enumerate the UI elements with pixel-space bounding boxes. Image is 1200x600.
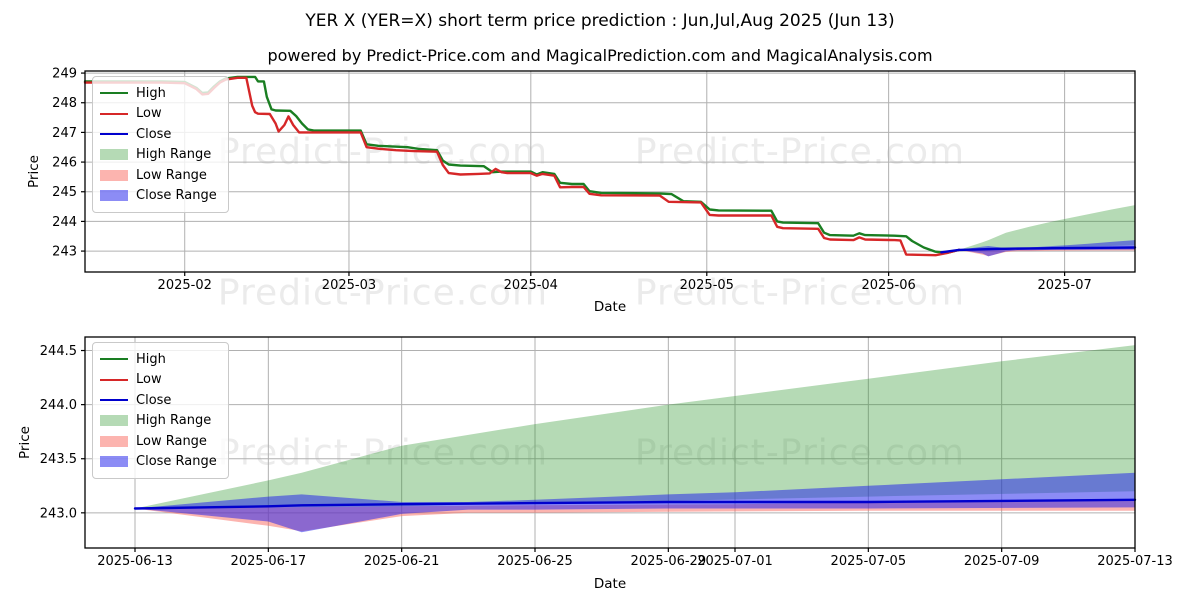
c1-x-tick-label: 2025-06-29 [631,554,707,569]
legend-patch-swatch [100,435,128,447]
legend-label: Close Range [136,188,217,204]
legend-label: Low [136,106,162,122]
legend-item-low-range: Low Range [100,431,221,452]
watermark-text: Predict-Price.com [634,131,966,173]
legend-patch-swatch [100,415,128,427]
watermark-text: Predict-Price.com [634,272,966,314]
legend-item-low: Low [100,370,221,391]
c0-y-tick-label: 249 [52,67,77,82]
c0-x-tick-label: 2025-06 [861,278,915,293]
legend-bottom-chart: High Low Close High Range Low Range Close Ran… [92,342,229,479]
legend-label: Close [136,392,172,408]
watermark-text: Predict-Price.com [217,272,549,314]
legend-label: Low Range [136,167,207,183]
c0-x-tick-label: 2025-02 [158,278,212,293]
c0-x-tick-label: 2025-04 [504,278,558,293]
legend-item-close: Close [100,124,221,145]
c0-x-tick-label: 2025-07 [1037,278,1091,293]
c1-x-tick-label: 2025-06-25 [497,554,573,569]
c1-x-tick-label: 2025-06-17 [231,554,307,569]
watermark-text: Predict-Price.com [218,433,548,474]
figure-subtitle: powered by Predict-Price.com and Magical… [267,46,933,65]
c1-frame [84,336,1136,549]
legend-item-close: Close [100,390,221,411]
c0-band-high-range [959,205,1135,250]
c0-frame [84,70,1136,273]
legend-item-high: High [100,83,221,104]
c0-x-tick-label: 2025-05 [680,278,734,293]
c1-x-tick-label: 2025-07-01 [697,554,773,569]
legend-line-swatch [100,112,128,115]
legend-item-high-range: High Range [100,411,221,432]
legend-patch-swatch [100,190,128,202]
legend-line-swatch [100,92,128,95]
c0-y-tick-label: 246 [52,156,77,171]
c1-xaxis-label: Date [594,576,626,592]
c1-x-tick-label: 2025-07-13 [1097,554,1173,569]
legend-label: Close Range [136,454,217,470]
legend-item-close-range: Close Range [100,452,221,473]
legend-label: High Range [136,147,212,163]
legend-item-high: High [100,349,221,370]
legend-item-high-range: High Range [100,145,221,166]
c0-line-low [83,76,961,257]
legend-label: High [136,351,166,367]
legend-patch-swatch [100,169,128,181]
c1-band-high-range [135,345,1135,509]
c0-line-high [83,75,961,255]
legend-item-low-range: Low Range [100,165,221,186]
legend-label: High [136,85,166,101]
c1-x-tick-label: 2025-06-21 [364,554,440,569]
watermark-text: Predict-Price.com [217,131,549,173]
c0-y-tick-label: 247 [52,126,77,141]
c1-line-close [133,498,1137,510]
c0-y-tick-label: 244 [52,215,77,230]
c1-x-tick-label: 2025-07-05 [831,554,907,569]
page-title: YER X (YER=X) short term price predictio… [305,11,895,31]
legend-item-low: Low [100,104,221,125]
c0-y-tick-label: 248 [52,96,77,111]
c1-y-tick-label: 243.0 [40,506,77,521]
c0-line-close [940,246,1137,254]
c1-y-tick-label: 244.0 [40,398,77,413]
legend-label: Low Range [136,433,207,449]
c1-x-tick-label: 2025-07-09 [964,554,1040,569]
legend-line-swatch [100,378,128,381]
c0-x-tick-label: 2025-03 [322,278,376,293]
legend-patch-swatch [100,456,128,468]
c0-yaxis-label: Price [26,155,42,188]
c0-xaxis-label: Date [594,299,626,315]
legend-line-swatch [100,133,128,136]
c1-y-tick-label: 243.5 [40,452,77,467]
legend-top-chart: High Low Close High Range Low Range Close Ran… [92,76,229,213]
c0-y-tick-label: 243 [52,245,77,260]
legend-item-close-range: Close Range [100,186,221,207]
legend-line-swatch [100,399,128,402]
legend-label: High Range [136,413,212,429]
legend-line-swatch [100,358,128,361]
c1-yaxis-label: Price [17,426,33,459]
legend-label: Close [136,126,172,142]
watermark-text: Predict-Price.com [635,433,965,474]
c0-y-tick-label: 245 [52,185,77,200]
legend-patch-swatch [100,149,128,161]
legend-label: Low [136,372,162,388]
c1-x-tick-label: 2025-06-13 [97,554,173,569]
c1-y-tick-label: 244.5 [40,344,77,359]
